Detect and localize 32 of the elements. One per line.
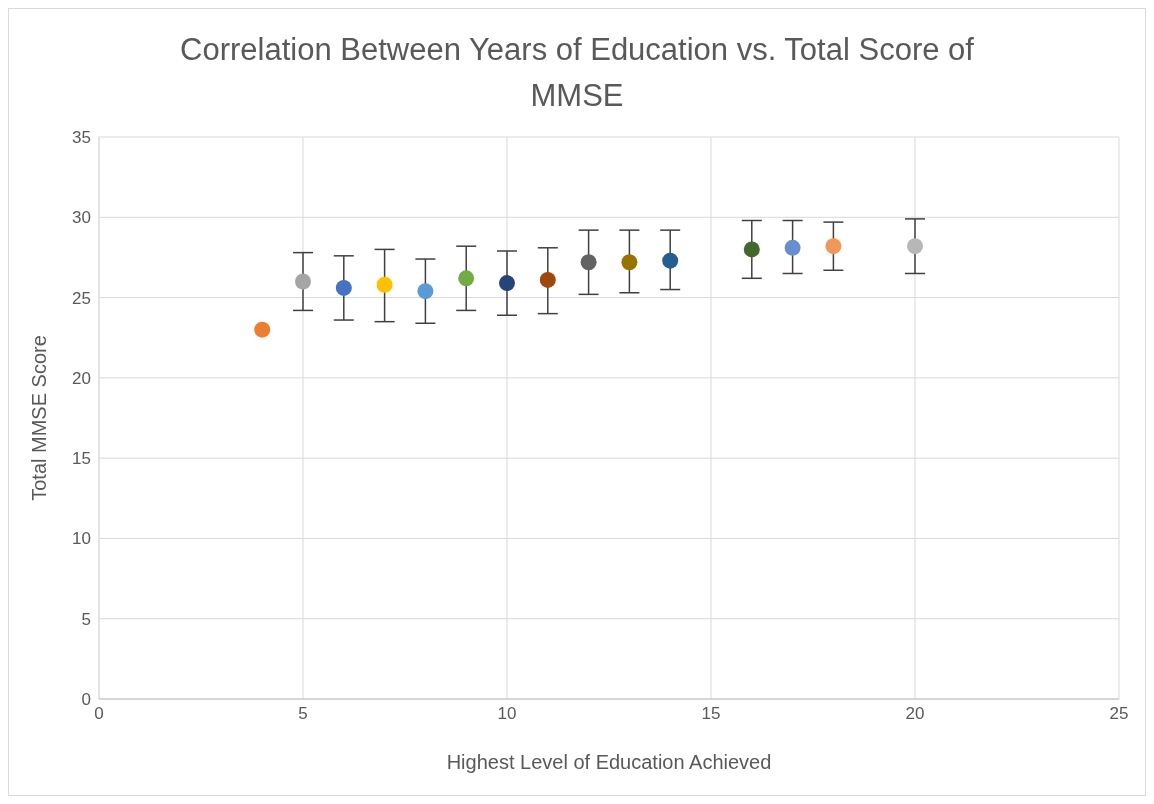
x-tick-label: 10: [497, 704, 517, 724]
x-tick-label: 5: [298, 704, 308, 724]
y-tick-label: 5: [81, 609, 91, 629]
y-tick-label: 25: [72, 288, 91, 308]
x-tick-label: 15: [701, 704, 721, 724]
point: [295, 273, 311, 290]
y-tick-label: 0: [81, 690, 91, 710]
x-tick-label: 0: [94, 704, 104, 724]
x-axis-title: Highest Level of Education Achieved: [446, 751, 772, 773]
point: [254, 321, 271, 338]
point: [458, 270, 475, 287]
y-tick-label: 10: [72, 529, 91, 549]
y-tick-label: 30: [72, 208, 91, 228]
y-tick-label: 35: [72, 128, 91, 148]
point: [417, 283, 434, 300]
y-tick-label: 15: [72, 449, 91, 469]
y-tick-label: 20: [72, 368, 91, 388]
y-axis-title: Total MMSE Score: [28, 335, 51, 501]
x-tick-label: 25: [1109, 704, 1129, 724]
point: [335, 279, 352, 296]
point: [743, 241, 760, 258]
x-tick-label: 20: [905, 704, 925, 724]
point: [825, 238, 842, 255]
point: [662, 252, 679, 269]
point: [499, 275, 515, 292]
point: [784, 239, 801, 256]
point: [580, 254, 597, 271]
point: [539, 271, 556, 288]
chart-title: Correlation Between Years of Education vs. Total Score of MMSE: [179, 31, 975, 115]
point: [907, 238, 923, 255]
point: [621, 254, 638, 271]
point: [376, 276, 393, 293]
